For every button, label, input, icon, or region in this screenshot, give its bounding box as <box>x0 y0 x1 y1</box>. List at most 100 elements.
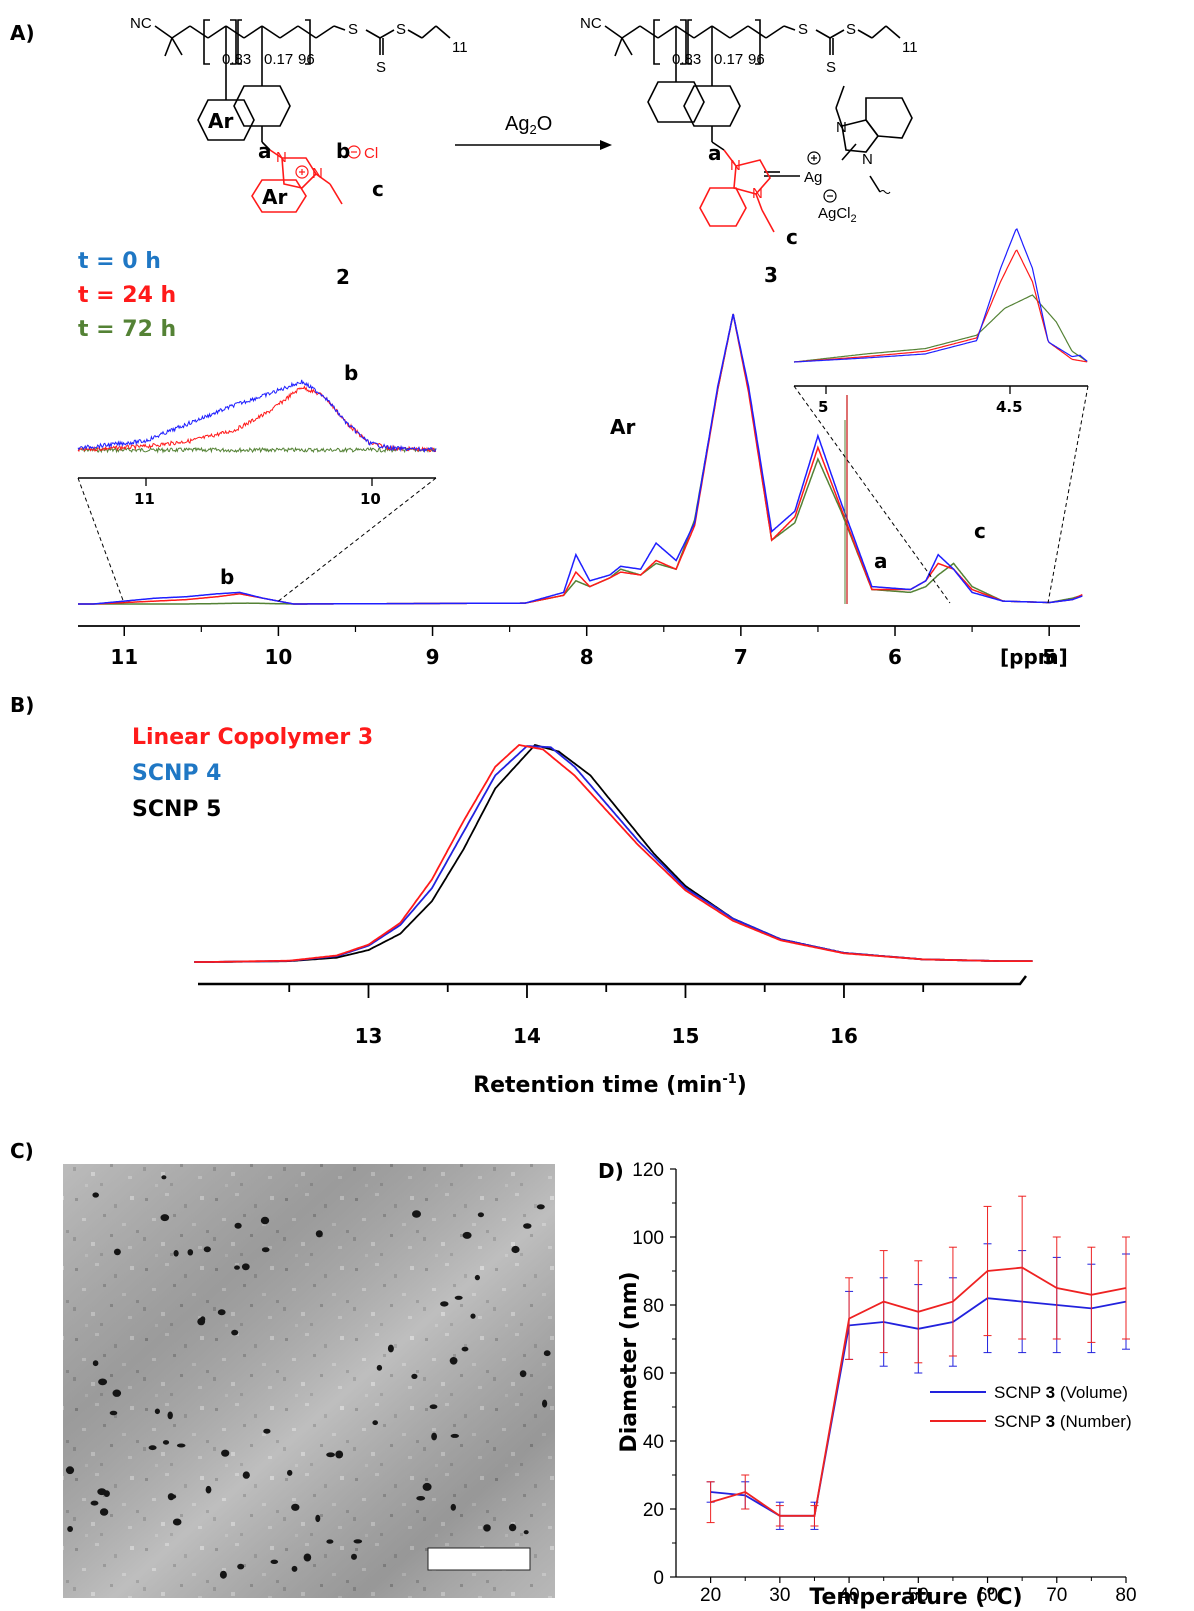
tem-particle-13 <box>109 1410 118 1416</box>
tem-particle-50 <box>523 1223 532 1229</box>
tem-particle-43 <box>160 1214 170 1222</box>
chem-cl-label-2: Cl <box>364 145 378 162</box>
tem-particle-70 <box>315 1230 323 1238</box>
tem-particle-21 <box>203 1246 211 1253</box>
tem-particle-76 <box>416 1496 426 1501</box>
chem-ag-label-3: Ag <box>804 169 822 186</box>
chem-label-c-2: c <box>372 177 384 201</box>
tem-particle-17 <box>219 1570 227 1579</box>
nmr-tick-label-11: 11 <box>110 645 138 669</box>
chem-dp-label-2: 96 <box>298 51 315 68</box>
tem-particle-67 <box>92 1192 99 1198</box>
gpc-legend-scnp5: SCNP 5 <box>132 797 222 822</box>
gpc-legend-scnp4: SCNP 4 <box>132 761 222 786</box>
tem-particle-56 <box>197 1317 206 1326</box>
dls-xtick-label-50: 50 <box>908 1585 929 1606</box>
inset-left-tick-label-10: 10 <box>360 490 381 508</box>
tem-particle-32 <box>234 1222 242 1229</box>
dls-xtick-label-80: 80 <box>1115 1585 1136 1606</box>
chem-dp-label-3: 96 <box>748 51 765 68</box>
tem-particle-25 <box>536 1204 545 1210</box>
chem-ar-label-2a: Ar <box>208 109 233 133</box>
chem-nc-label-3: NC <box>580 15 602 32</box>
tem-particle-0 <box>65 1466 75 1475</box>
peak-label-c: c <box>974 519 986 543</box>
nmr-legend: t = 0 h t = 24 h t = 72 h <box>78 249 176 342</box>
gpc-axis-ticks: 13 14 15 16 <box>288 984 925 1048</box>
gpc-tick-label-14: 14 <box>513 1024 541 1048</box>
chem-ar-label-2b: Ar <box>262 185 287 209</box>
tem-particle-51 <box>97 1488 107 1496</box>
chem-n-label-3a: N <box>730 157 741 174</box>
structure-compound-2-bold-labels: a b c Ar 2 <box>258 139 384 289</box>
tem-particle-72 <box>454 1295 463 1300</box>
reaction-arrow: Ag2O <box>455 113 612 150</box>
tem-particle-3 <box>449 1357 458 1365</box>
tem-particle-48 <box>450 1433 459 1438</box>
dls-ytick-label-120: 120 <box>632 1160 664 1181</box>
tem-particle-20 <box>431 1432 437 1441</box>
dls-ytick-label-80: 80 <box>643 1296 664 1317</box>
gpc-axis: 13 14 15 16 Retention time (min-1) <box>198 975 1027 1098</box>
tem-particle-12 <box>326 1452 335 1458</box>
tem-particle-23 <box>335 1450 344 1459</box>
nmr-legend-t24: t = 24 h <box>78 283 176 308</box>
dls-xtick-label-20: 20 <box>700 1585 721 1606</box>
dls-ytick-label-100: 100 <box>632 1228 664 1249</box>
nmr-inset-left-curves <box>77 379 437 454</box>
panel-label-c: C) <box>10 1139 34 1163</box>
inset-right-tick-label-45: 4.5 <box>996 398 1023 416</box>
dls-legend-number: SCNP 3 (Number) <box>994 1412 1132 1431</box>
tem-particle-40 <box>173 1250 179 1257</box>
chem-n-label-3b: N <box>752 185 763 202</box>
chem-s-label-2a: S <box>348 21 358 38</box>
tem-particle-69 <box>113 1248 121 1256</box>
gpc-chromatograms <box>194 743 1033 963</box>
chem-agcl2-label: AgCl2 <box>818 205 857 225</box>
gpc-legend: Linear Copolymer 3 SCNP 4 SCNP 5 <box>132 725 373 822</box>
structure-compound-2-imidazolium <box>251 149 343 213</box>
nmr-tick-label-5: 5 <box>1042 645 1056 669</box>
nmr-peak-labels: Ar b a c <box>220 415 986 589</box>
gpc-series-linear-copolymer-3 <box>194 744 1033 963</box>
tem-particle-41 <box>242 1471 250 1479</box>
tem-particle-39 <box>376 1364 383 1371</box>
dls-ytick-label-0: 0 <box>653 1568 664 1589</box>
structure-compound-3 <box>604 19 901 194</box>
tem-particle-9 <box>172 1518 182 1526</box>
tem-particle-77 <box>112 1389 122 1397</box>
structure-compound-3-red-labels: N N <box>730 157 763 202</box>
nmr-tick-label-9: 9 <box>426 645 440 669</box>
chem-frac-1-label-2: 0.83 <box>222 51 251 68</box>
tem-image <box>63 1164 555 1598</box>
tem-particle-42 <box>217 1309 226 1316</box>
dls-xtick-label-30: 30 <box>769 1585 790 1606</box>
chem-nc-label-2: NC <box>130 15 152 32</box>
gpc-tick-label-15: 15 <box>672 1024 700 1048</box>
dls-y-title: Diameter (nm) <box>617 1271 642 1452</box>
tem-particle-4 <box>412 1210 421 1218</box>
tem-scale-bar <box>427 1547 531 1571</box>
structure-compound-2-labels: NC 0.83 0.17 96 S S S 11 Ar <box>130 15 468 133</box>
chem-n-label-3c: N <box>836 119 847 136</box>
chem-s-label-3a: S <box>798 21 808 38</box>
tem-particle-36 <box>440 1301 449 1307</box>
tem-particle-26 <box>543 1350 551 1357</box>
structure-compound-3-nhc-2 <box>835 85 913 153</box>
tem-particles <box>65 1175 551 1579</box>
tem-particle-38 <box>372 1420 379 1426</box>
dls-legend: SCNP 3 (Volume) SCNP 3 (Number) <box>930 1383 1132 1431</box>
tem-particle-35 <box>387 1344 394 1353</box>
tem-particle-33 <box>523 1530 529 1535</box>
nmr-tick-label-7: 7 <box>734 645 748 669</box>
chem-plus-circle-3 <box>807 151 821 165</box>
tem-particle-57 <box>351 1553 357 1560</box>
tem-particle-47 <box>187 1249 194 1256</box>
tem-particle-11 <box>291 1565 298 1572</box>
chem-s-label-3c: S <box>846 21 856 38</box>
tem-particle-55 <box>315 1514 321 1523</box>
chem-label-b-2: b <box>336 139 350 163</box>
nmr-series-t-0-h <box>78 313 1083 605</box>
tem-particle-74 <box>474 1274 480 1281</box>
